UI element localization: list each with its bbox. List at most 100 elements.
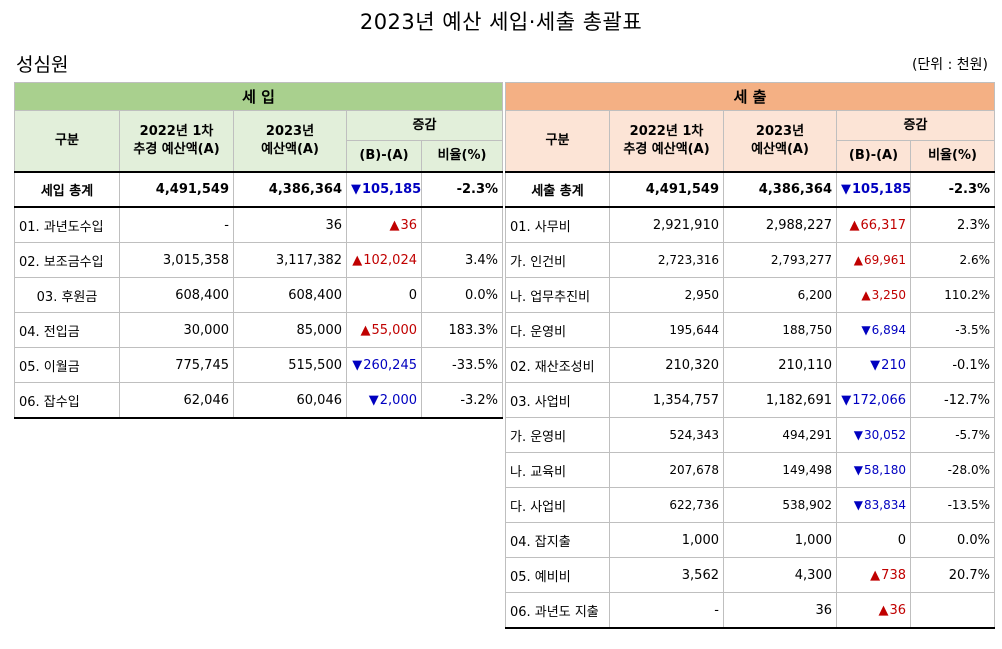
table-row: 03. 사업비 1,354,757 1,182,691 ▼172,066 -12.7% (505, 382, 996, 418)
curr-budget-cell: 188,750 (723, 312, 837, 348)
table-row: 02. 보조금수입 3,015,358 3,117,382 ▲102,024 3.4% (14, 242, 504, 278)
total-row: 세출 총계 4,491,549 4,386,364 ▼105,185 -2.3% (505, 171, 996, 208)
col-category: 구분 (14, 110, 120, 173)
revenue-table: 세 입 구분 2022년 1차 추경 예산액(A) 2023년 예산액(A) 증감 … (13, 82, 504, 419)
diff-cell: ▲3,250 (836, 277, 911, 313)
ratio-cell: 110.2% (909, 277, 996, 313)
diff-cell: ▼172,066 (836, 382, 911, 418)
decrease-arrow-icon: ▼ (352, 357, 363, 373)
diff-value: 0 (897, 532, 906, 548)
prev-budget-cell: 3,015,358 (119, 242, 234, 278)
table-row: 04. 잡지출 1,000 1,000 0 0.0% (505, 522, 996, 558)
curr-budget-cell: 6,200 (723, 277, 837, 313)
row-label: 04. 잡지출 (505, 522, 610, 558)
curr-budget-cell: 1,000 (723, 522, 837, 558)
ratio-cell: -2.3% (909, 171, 996, 208)
curr-budget-cell: 4,300 (723, 557, 837, 593)
row-label: 01. 과년도수입 (14, 206, 120, 243)
increase-arrow-icon: ▲ (861, 288, 871, 302)
ratio-cell (909, 592, 996, 629)
diff-cell: ▼210 (836, 347, 911, 383)
prev-budget-cell: 1,354,757 (609, 382, 724, 418)
ratio-cell: -2.3% (420, 171, 504, 208)
diff-cell: ▼58,180 (836, 452, 911, 488)
prev-budget-cell: 3,562 (609, 557, 724, 593)
page-title: 2023년 예산 세입·세출 총괄표 (359, 10, 643, 34)
diff-cell: ▼105,185 (346, 171, 422, 208)
prev-budget-cell: 62,046 (119, 382, 234, 419)
row-label: 06. 잡수입 (14, 382, 120, 419)
curr-budget-cell: 608,400 (233, 277, 347, 313)
row-label: 세출 총계 (505, 171, 610, 208)
prev-budget-cell: 4,491,549 (609, 171, 724, 208)
diff-cell: ▲36 (836, 592, 911, 629)
decrease-arrow-icon: ▼ (853, 463, 863, 477)
table-row: 가. 인건비 2,723,316 2,793,277 ▲69,961 2.6% (505, 242, 996, 278)
diff-cell: ▲36 (346, 206, 422, 243)
increase-arrow-icon: ▲ (870, 567, 881, 583)
prev-budget-cell: 2,950 (609, 277, 724, 313)
diff-value: 2,000 (379, 392, 417, 408)
diff-cell: 0 (346, 277, 422, 313)
ratio-cell: -12.7% (909, 382, 996, 418)
diff-cell: ▼30,052 (836, 417, 911, 453)
revenue-section-title: 세 입 (13, 82, 504, 111)
diff-value: 172,066 (852, 392, 906, 408)
row-label: 다. 사업비 (505, 487, 610, 523)
row-label: 03. 사업비 (505, 382, 610, 418)
prev-budget-cell: 608,400 (119, 277, 234, 313)
diff-value: 66,317 (860, 217, 907, 233)
diff-value: 30,052 (864, 428, 906, 442)
ratio-cell: -33.5% (420, 347, 504, 383)
increase-arrow-icon: ▲ (352, 252, 363, 268)
prev-budget-cell: 775,745 (119, 347, 234, 383)
diff-value: 69,961 (864, 253, 906, 267)
table-row: 06. 과년도 지출 -36 ▲36 (505, 592, 996, 629)
diff-cell: ▲738 (836, 557, 911, 593)
prev-budget-cell: 30,000 (119, 312, 234, 348)
prev-budget-cell: 195,644 (609, 312, 724, 348)
diff-value: 6,894 (871, 323, 906, 337)
row-label: 05. 예비비 (505, 557, 610, 593)
ratio-cell: 20.7% (909, 557, 996, 593)
col-change: 증감 (345, 110, 504, 141)
increase-arrow-icon: ▲ (853, 253, 863, 267)
decrease-arrow-icon: ▼ (853, 428, 863, 442)
prev-budget-cell: 622,736 (609, 487, 724, 523)
curr-budget-cell: 2,793,277 (723, 242, 837, 278)
expense-section-title: 세 출 (504, 82, 996, 111)
diff-value: 738 (881, 567, 906, 583)
increase-arrow-icon: ▲ (849, 217, 860, 233)
diff-value: 105,185 (362, 182, 422, 197)
ratio-cell: -28.0% (909, 452, 996, 488)
curr-budget-cell: 538,902 (723, 487, 837, 523)
row-label: 03. 후원금 (14, 277, 120, 313)
increase-arrow-icon: ▲ (360, 322, 371, 338)
row-label: 세입 총계 (14, 171, 120, 208)
curr-budget-cell: 85,000 (233, 312, 347, 348)
diff-cell: ▼105,185 (836, 171, 911, 208)
row-label: 04. 전입금 (14, 312, 120, 348)
col-diff: (B)-(A) (346, 140, 422, 173)
table-row: 01. 사무비 2,921,910 2,988,227 ▲66,317 2.3% (505, 206, 996, 243)
diff-cell: 0 (836, 522, 911, 558)
curr-budget-cell: 515,500 (233, 347, 347, 383)
diff-cell: ▲66,317 (836, 206, 911, 243)
diff-value: 55,000 (371, 322, 418, 338)
row-label: 나. 업무추진비 (505, 277, 610, 313)
decrease-arrow-icon: ▼ (351, 182, 361, 197)
prev-budget-cell: 1,000 (609, 522, 724, 558)
diff-value: 58,180 (864, 463, 906, 477)
col-ratio: 비율(%) (420, 140, 504, 173)
prev-budget-cell: 207,678 (609, 452, 724, 488)
increase-arrow-icon: ▲ (878, 602, 889, 618)
diff-cell: ▲69,961 (836, 242, 911, 278)
curr-budget-cell: 36 (723, 592, 837, 629)
col-curr-budget: 2023년 예산액(A) (233, 110, 347, 173)
diff-value: 102,024 (363, 252, 417, 268)
table-row: 03. 후원금 608,400 608,400 0 0.0% (14, 277, 504, 313)
diff-cell: ▲55,000 (346, 312, 422, 348)
prev-budget-cell: 2,723,316 (609, 242, 724, 278)
decrease-arrow-icon: ▼ (861, 323, 871, 337)
table-row: 01. 과년도수입 -36 ▲36 (14, 206, 504, 243)
